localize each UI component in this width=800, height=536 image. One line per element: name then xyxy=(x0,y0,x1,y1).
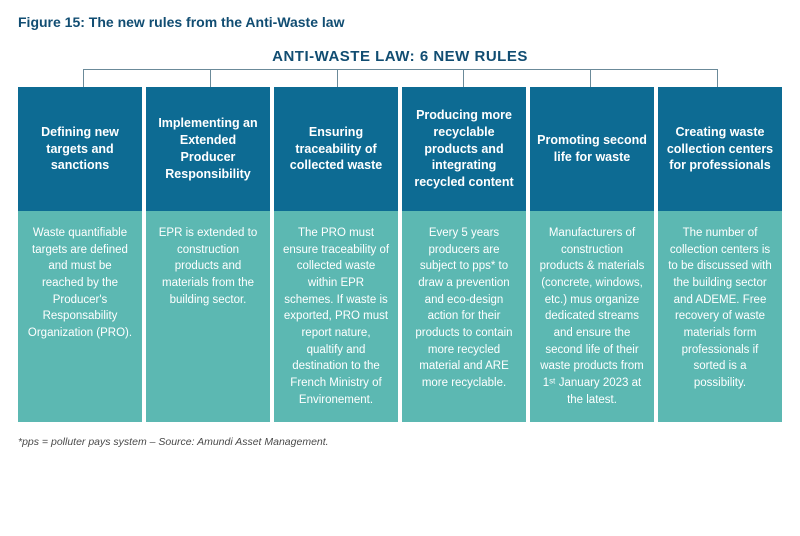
main-title: ANTI-WASTE LAW: 6 NEW RULES xyxy=(18,48,782,65)
rule-column: Implementing an Extended Producer Respon… xyxy=(146,87,270,422)
rule-body: EPR is extended to construction products… xyxy=(146,211,270,422)
rule-body: Manufacturers of construction products &… xyxy=(530,211,654,422)
rule-body: Waste quantifiable targets are defined a… xyxy=(18,211,142,422)
columns-container: Defining new targets and sanctionsWaste … xyxy=(18,87,782,422)
rule-header: Producing more recyclable products and i… xyxy=(402,87,526,211)
footnote: *pps = polluter pays system – Source: Am… xyxy=(18,436,782,448)
rule-header: Ensuring traceability of collected waste xyxy=(274,87,398,211)
connector-lines xyxy=(20,69,780,87)
rule-body: The PRO must ensure traceability of coll… xyxy=(274,211,398,422)
rule-column: Creating waste collection centers for pr… xyxy=(658,87,782,422)
figure-title: Figure 15: The new rules from the Anti-W… xyxy=(18,14,782,30)
rule-header: Implementing an Extended Producer Respon… xyxy=(146,87,270,211)
rule-column: Defining new targets and sanctionsWaste … xyxy=(18,87,142,422)
rule-body: Every 5 years producers are subject to p… xyxy=(402,211,526,422)
rule-header: Defining new targets and sanctions xyxy=(18,87,142,211)
rule-header: Promoting second life for waste xyxy=(530,87,654,211)
rule-column: Producing more recyclable products and i… xyxy=(402,87,526,422)
rule-column: Promoting second life for wasteManufactu… xyxy=(530,87,654,422)
rule-body: The number of collection centers is to b… xyxy=(658,211,782,422)
rule-header: Creating waste collection centers for pr… xyxy=(658,87,782,211)
rule-column: Ensuring traceability of collected waste… xyxy=(274,87,398,422)
